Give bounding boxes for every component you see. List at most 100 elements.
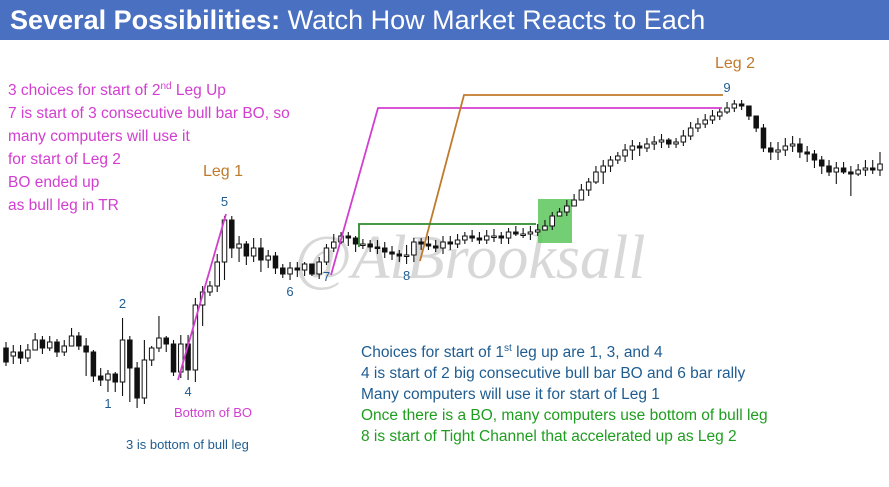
candle-body	[855, 169, 861, 175]
candle	[534, 224, 541, 236]
candle	[39, 336, 46, 354]
candle-body	[156, 337, 162, 349]
candle-body	[629, 145, 636, 151]
bar-label-2: 2	[119, 296, 126, 311]
candle	[644, 138, 650, 152]
candle	[265, 250, 271, 268]
candle	[236, 236, 242, 262]
candle-body	[280, 267, 286, 275]
candle-body	[374, 246, 381, 249]
candle-body	[767, 147, 774, 153]
candle	[345, 232, 352, 246]
bottom-of-bo-label: Bottom of BO	[174, 405, 253, 420]
note-blue-line: Many computers will use it for start of …	[361, 386, 660, 403]
candle	[90, 350, 97, 382]
candle	[600, 160, 606, 184]
candle-body	[782, 145, 789, 151]
title-rest: Watch How Market Reacts to Each	[280, 5, 706, 35]
candle-body	[644, 143, 650, 149]
candle	[316, 257, 322, 279]
magenta-note-line: 3 choices for start of 2nd Leg Up	[8, 80, 226, 99]
candle-body	[731, 103, 738, 109]
note-green-line: 8 is start of Tight Channel that acceler…	[361, 428, 737, 445]
candle-body	[163, 337, 169, 345]
bar-label-6: 6	[286, 284, 293, 299]
candle	[746, 105, 752, 120]
candle	[389, 246, 395, 260]
candle-body	[818, 159, 825, 167]
bottom-of-bull-leg-label: 3 is bottom of bull leg	[126, 437, 249, 452]
candle	[782, 138, 789, 156]
candle	[738, 100, 745, 110]
candle-body	[600, 165, 606, 173]
leg1-line	[177, 213, 227, 381]
candle-body	[32, 339, 38, 351]
candle	[520, 228, 526, 238]
candle-body	[61, 345, 68, 353]
candle	[374, 240, 381, 254]
candle	[505, 228, 512, 244]
candle-body	[636, 145, 643, 149]
note-green-line: Once there is a BO, many computers use b…	[361, 407, 768, 424]
page-title: Several Possibilities: Watch How Market …	[0, 0, 889, 40]
candle-body	[258, 247, 264, 261]
candle	[76, 332, 82, 350]
candle-body	[585, 181, 592, 191]
candle-body	[811, 153, 818, 161]
candle	[789, 136, 796, 152]
candle	[767, 142, 774, 160]
candle	[498, 232, 505, 244]
candle	[323, 244, 330, 265]
candle	[32, 333, 38, 351]
candle-body	[513, 231, 519, 235]
candle-body	[505, 231, 512, 239]
candle-body	[309, 263, 315, 275]
candle-body	[141, 359, 148, 399]
candle-body	[549, 215, 556, 227]
candle	[811, 150, 818, 168]
candle-body	[83, 345, 89, 353]
candle-body	[229, 219, 235, 249]
candle-body	[287, 267, 293, 275]
candle	[214, 254, 220, 292]
candles-group	[3, 100, 883, 408]
candle-body	[571, 199, 577, 207]
candle-body	[702, 119, 708, 125]
bar-label-9: 9	[723, 80, 730, 95]
candle-body	[738, 103, 745, 107]
candle	[717, 108, 723, 120]
candle	[301, 262, 308, 276]
candle	[170, 340, 177, 376]
candle	[491, 229, 497, 242]
magenta-note-line: BO ended up	[8, 174, 100, 191]
candle	[513, 226, 519, 236]
candle	[687, 122, 694, 140]
magenta-note-line: many computers will use it	[8, 128, 190, 145]
candle-body	[462, 235, 468, 241]
candle-body	[615, 155, 621, 161]
candle	[877, 152, 883, 176]
candle	[61, 340, 68, 356]
candle	[294, 262, 301, 277]
candle-body	[112, 373, 119, 383]
candle	[454, 234, 461, 248]
candle	[760, 124, 767, 152]
candle-body	[440, 241, 446, 249]
bar-label-7: 7	[323, 269, 330, 284]
candle-body	[411, 241, 417, 256]
candle	[826, 160, 832, 176]
candle-body	[192, 304, 199, 371]
candle	[578, 184, 585, 201]
candle-body	[105, 373, 111, 381]
candle-body	[804, 151, 810, 155]
watermark: @AlBrooksall	[295, 224, 646, 292]
candle-body	[345, 235, 352, 239]
candle-body	[403, 254, 410, 257]
magenta-notes: 3 choices for start of 2nd Leg Up 7 is s…	[8, 79, 290, 217]
candle-body	[272, 255, 279, 269]
candle-body	[265, 255, 271, 261]
candle-body	[425, 243, 432, 247]
candle-body	[520, 233, 526, 236]
candle-body	[330, 241, 337, 249]
candle	[68, 328, 75, 347]
